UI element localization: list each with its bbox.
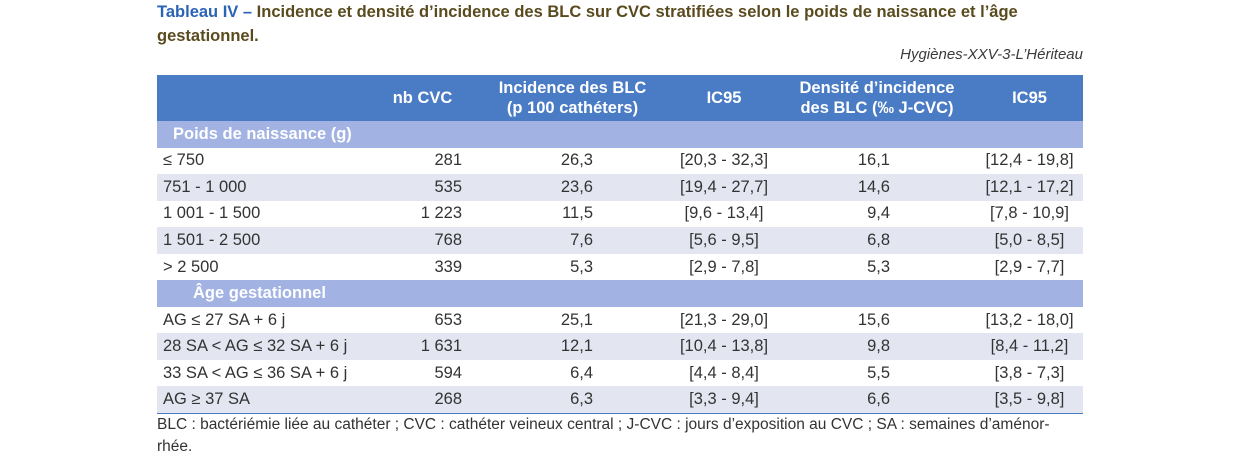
cell-row-label: 33 SA < AG ≤ 36 SA + 6 j bbox=[163, 363, 348, 382]
table-row: AG ≤ 27 SA + 6 j 653 25,1 [21,3 - 29,0] 15,6… bbox=[157, 307, 1083, 334]
table-row: 751 - 1 000 535 23,6 [19,4 - 27,7] 14,6 [12,1… bbox=[157, 174, 1083, 201]
footnote-line: BLC : bactériémie liée au cathéter ; CVC… bbox=[157, 416, 1050, 433]
column-header-densite-ic95: IC95 bbox=[976, 88, 1083, 108]
table-row: > 2 500 339 5,3 [2,9 - 7,8] 5,3 [2,9 - 7,7] bbox=[157, 254, 1083, 281]
cell-row-label: 1 501 - 2 500 bbox=[163, 230, 261, 249]
section-header-row: Poids de naissance (g) bbox=[157, 121, 1083, 148]
cell-nb-cvc: 535 bbox=[434, 177, 462, 196]
cell-densite: 9,8 bbox=[867, 337, 890, 356]
cell-incidence-ic95: [9,6 - 13,4] bbox=[684, 204, 764, 223]
cell-row-label: ≤ 750 bbox=[163, 151, 205, 170]
column-header-nb-cvc: nb CVC bbox=[370, 88, 475, 108]
table-row: 1 001 - 1 500 1 223 11,5 [9,6 - 13,4] 9,4 [7,… bbox=[157, 201, 1083, 228]
cell-densite-ic95: [3,8 - 7,3] bbox=[994, 363, 1065, 382]
cell-densite: 9,4 bbox=[867, 204, 890, 223]
column-header-line: Densité d’incidence bbox=[799, 79, 955, 97]
footnote-line: rhée. bbox=[157, 438, 193, 455]
data-table: nb CVC Incidence des BLC (p 100 cathéters)… bbox=[157, 75, 1083, 415]
cell-incidence: 11,5 bbox=[562, 204, 593, 223]
table-caption-text: Incidence et densité d’incidence des BLC… bbox=[157, 3, 1018, 45]
cell-row-label: 28 SA < AG ≤ 32 SA + 6 j bbox=[163, 337, 348, 356]
source-reference: Hygiènes-XXV-3-L’Hériteau bbox=[900, 46, 1083, 63]
column-header-incidence-ic95: IC95 bbox=[670, 88, 778, 108]
cell-incidence-ic95: [21,3 - 29,0] bbox=[679, 310, 769, 329]
cell-incidence: 6,3 bbox=[570, 390, 593, 409]
table-footnote: BLC : bactériémie liée au cathéter ; CVC… bbox=[157, 414, 1050, 458]
cell-row-label: 751 - 1 000 bbox=[163, 177, 247, 196]
column-header-densite: Densité d’incidence des BLC (‰ J-CVC) bbox=[778, 78, 976, 118]
cell-nb-cvc: 281 bbox=[434, 151, 462, 170]
table-row: 33 SA < AG ≤ 36 SA + 6 j 594 6,4 [4,4 - 8,4… bbox=[157, 360, 1083, 387]
column-header-line: nb CVC bbox=[392, 89, 453, 107]
cell-row-label: AG ≥ 37 SA bbox=[163, 390, 251, 409]
cell-row-label: 1 001 - 1 500 bbox=[163, 204, 261, 223]
cell-densite-ic95: [5,0 - 8,5] bbox=[994, 230, 1065, 249]
cell-densite-ic95: [13,2 - 18,0] bbox=[985, 310, 1074, 329]
cell-nb-cvc: 594 bbox=[434, 363, 462, 382]
cell-densite-ic95: [3,5 - 9,8] bbox=[994, 390, 1065, 409]
column-header-incidence: Incidence des BLC (p 100 cathéters) bbox=[475, 78, 670, 118]
section-header-row: Âge gestationnel bbox=[157, 280, 1083, 307]
table-number: Tableau IV – bbox=[157, 3, 253, 21]
cell-incidence-ic95: [10,4 - 13,8] bbox=[679, 337, 769, 356]
table-row: ≤ 750 281 26,3 [20,3 - 32,3] 16,1 [12,4 - 19,… bbox=[157, 148, 1083, 175]
cell-row-label: AG ≤ 27 SA + 6 j bbox=[163, 310, 286, 329]
cell-incidence: 23,6 bbox=[560, 177, 593, 196]
cell-nb-cvc: 653 bbox=[434, 310, 462, 329]
cell-incidence: 25,1 bbox=[560, 310, 593, 329]
cell-incidence-ic95: [20,3 - 32,3] bbox=[679, 151, 769, 170]
cell-incidence: 26,3 bbox=[560, 151, 593, 170]
column-header-line: IC95 bbox=[1012, 89, 1047, 107]
cell-densite: 5,5 bbox=[867, 363, 890, 382]
cell-densite-ic95: [2,9 - 7,7] bbox=[994, 257, 1065, 276]
cell-incidence-ic95: [3,3 - 9,4] bbox=[689, 390, 759, 409]
cell-incidence-ic95: [4,4 - 8,4] bbox=[689, 363, 759, 382]
section-label: Âge gestationnel bbox=[193, 284, 326, 303]
cell-nb-cvc: 1 223 bbox=[420, 204, 462, 223]
cell-nb-cvc: 768 bbox=[434, 230, 462, 249]
table-row: AG ≥ 37 SA 268 6,3 [3,3 - 9,4] 6,6 [3,5 - 9,8… bbox=[157, 386, 1083, 414]
column-header-line: IC95 bbox=[706, 89, 742, 107]
cell-incidence: 12,1 bbox=[560, 337, 593, 356]
cell-nb-cvc: 339 bbox=[434, 257, 462, 276]
cell-densite-ic95: [7,8 - 10,9] bbox=[990, 204, 1069, 223]
cell-densite: 16,1 bbox=[857, 151, 890, 170]
cell-incidence: 7,6 bbox=[570, 230, 593, 249]
section-label: Poids de naissance (g) bbox=[173, 124, 352, 143]
cell-row-label: > 2 500 bbox=[163, 257, 219, 276]
column-header-line: (p 100 cathéters) bbox=[506, 99, 639, 117]
cell-incidence: 5,3 bbox=[570, 257, 593, 276]
cell-densite: 6,6 bbox=[867, 390, 890, 409]
cell-densite: 6,8 bbox=[867, 230, 890, 249]
table-caption: Tableau IV – Incidence et densité d’inci… bbox=[157, 0, 1069, 48]
cell-densite: 14,6 bbox=[857, 177, 890, 196]
cell-nb-cvc: 1 631 bbox=[420, 337, 462, 356]
table-row: 1 501 - 2 500 768 7,6 [5,6 - 9,5] 6,8 [5,0 - … bbox=[157, 227, 1083, 254]
cell-densite: 5,3 bbox=[867, 257, 890, 276]
table-body: Poids de naissance (g) ≤ 750 281 26,3 [20,3 … bbox=[157, 121, 1083, 414]
column-header-line: Incidence des BLC bbox=[498, 79, 647, 97]
table-header-row: nb CVC Incidence des BLC (p 100 cathéters)… bbox=[157, 75, 1083, 121]
cell-incidence-ic95: [2,9 - 7,8] bbox=[689, 257, 759, 276]
table-row: 28 SA < AG ≤ 32 SA + 6 j 1 631 12,1 [10,4 -… bbox=[157, 333, 1083, 360]
cell-densite-ic95: [12,4 - 19,8] bbox=[985, 151, 1074, 170]
cell-densite-ic95: [12,1 - 17,2] bbox=[985, 177, 1074, 196]
cell-densite-ic95: [8,4 - 11,2] bbox=[990, 337, 1069, 356]
cell-nb-cvc: 268 bbox=[434, 390, 462, 409]
cell-densite: 15,6 bbox=[857, 310, 890, 329]
cell-incidence-ic95: [5,6 - 9,5] bbox=[689, 230, 759, 249]
column-header-line: des BLC (‰ J-CVC) bbox=[800, 99, 954, 117]
cell-incidence-ic95: [19,4 - 27,7] bbox=[679, 177, 769, 196]
cell-incidence: 6,4 bbox=[570, 363, 593, 382]
